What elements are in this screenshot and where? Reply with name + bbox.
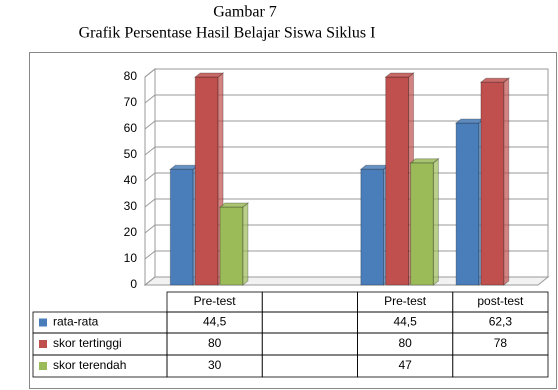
grid-line: [144, 120, 548, 130]
bar-front: [360, 168, 385, 286]
y-tick-label: 30: [124, 199, 138, 213]
legend-swatch: [39, 362, 47, 370]
bar-front: [455, 122, 480, 286]
bar-front: [219, 206, 244, 286]
y-tick-label: 40: [124, 173, 138, 187]
bar-top: [454, 118, 486, 124]
y-tick-label: 80: [124, 69, 138, 83]
bar-front: [194, 76, 219, 286]
table-cell: [452, 354, 549, 378]
bar: [168, 164, 200, 287]
bar: [384, 71, 415, 287]
bar: [359, 164, 391, 287]
x-tick-label: Pre-test: [194, 294, 237, 308]
chart-title: Grafik Persentase Hasil Belajar Siswa Si…: [79, 25, 376, 42]
bar-side: [242, 201, 249, 287]
bar: [193, 71, 225, 287]
x-tick-label: post-test: [477, 294, 524, 308]
grid-line: [144, 146, 548, 156]
bar-top: [384, 72, 415, 78]
bar-top: [479, 77, 511, 83]
bar-top: [359, 164, 391, 170]
legend-swatch: [39, 318, 47, 327]
x-tick-label: Pre-test: [384, 294, 427, 308]
y-tick-label: 0: [130, 277, 137, 291]
bar: [409, 157, 440, 287]
bar-top: [193, 72, 225, 78]
grid-line: [144, 94, 548, 104]
bar: [479, 77, 511, 287]
legend-label: skor tertinggi: [53, 336, 122, 350]
y-tick-label: 10: [124, 251, 138, 265]
table-value: 47: [398, 358, 412, 372]
legend-label: rata-rata: [53, 315, 99, 329]
y-tick-label: 20: [124, 225, 138, 239]
grid-line: [144, 68, 548, 78]
bar-front: [385, 76, 410, 286]
table-value: 80: [208, 336, 222, 350]
bar-front: [410, 162, 434, 286]
bar-top: [168, 164, 200, 170]
bar: [454, 117, 486, 287]
bar-side: [432, 157, 439, 287]
table-value: 80: [398, 336, 412, 350]
table-value: 62,3: [489, 315, 513, 329]
table-value: 30: [208, 358, 222, 372]
y-tick-label: 50: [124, 147, 138, 161]
y-tick-label: 60: [124, 121, 138, 135]
y-tick-label: 70: [124, 95, 138, 109]
bar-side: [503, 77, 510, 287]
caption: Gambar 7: [213, 4, 277, 21]
table-value: 44,5: [203, 315, 227, 329]
bar-front: [480, 81, 505, 286]
bar-front: [169, 168, 194, 286]
bar: [218, 201, 250, 287]
table-value: 78: [494, 336, 508, 350]
bar-top: [218, 202, 250, 208]
bar-top: [409, 158, 440, 164]
legend-swatch: [39, 340, 47, 348]
table-value: 44,5: [393, 315, 417, 329]
legend-label: skor terendah: [53, 358, 126, 372]
